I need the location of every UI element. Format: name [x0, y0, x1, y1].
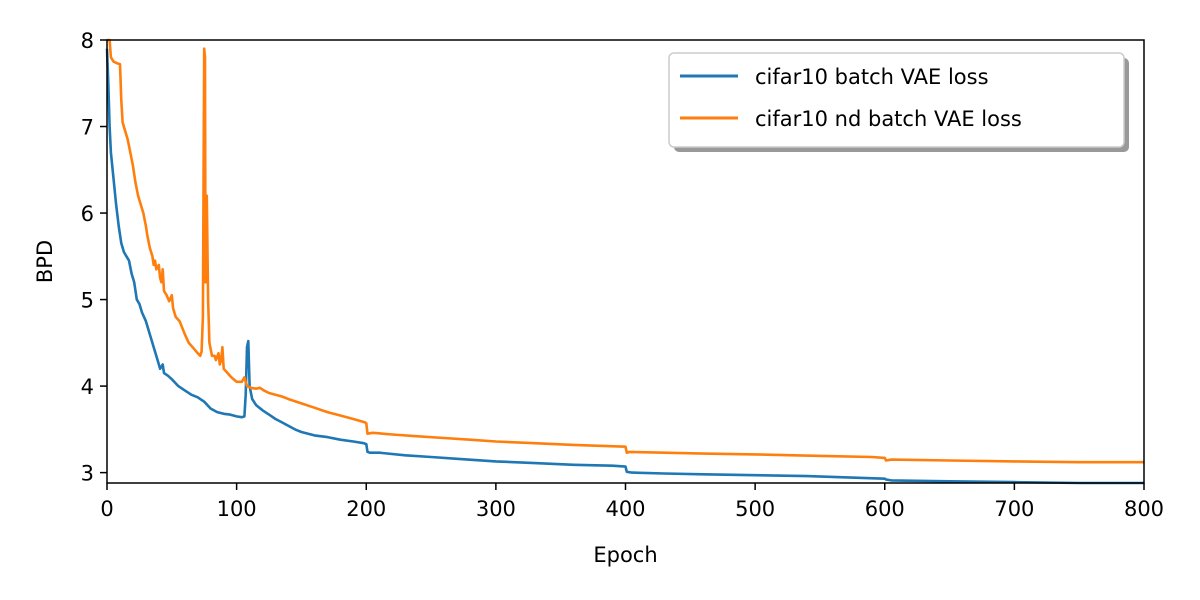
- y-tick-label: 5: [81, 289, 94, 313]
- x-tick-label: 400: [605, 497, 645, 521]
- y-axis-ticks: 3 4 5 6 7 8: [81, 29, 107, 486]
- x-tick-label: 200: [346, 497, 386, 521]
- x-axis-label: Epoch: [593, 543, 657, 567]
- x-axis-ticks: 0 100 200 300 400 500 600 700 800: [100, 483, 1164, 521]
- legend-label-series-1: cifar10 batch VAE loss: [755, 65, 989, 89]
- x-tick-label: 800: [1124, 497, 1164, 521]
- legend-label-series-2: cifar10 nd batch VAE loss: [755, 107, 1022, 131]
- x-tick-label: 0: [100, 497, 113, 521]
- legend: cifar10 batch VAE loss cifar10 nd batch …: [668, 52, 1129, 152]
- legend-box: [668, 52, 1125, 148]
- y-tick-label: 7: [81, 116, 94, 140]
- x-tick-label: 300: [476, 497, 516, 521]
- series-line-2: [107, 38, 1144, 464]
- y-tick-label: 6: [81, 202, 94, 226]
- x-tick-label: 600: [865, 497, 905, 521]
- x-tick-label: 700: [994, 497, 1034, 521]
- series-lines: [105, 38, 1144, 485]
- y-tick-label: 3: [81, 462, 94, 486]
- y-tick-label: 8: [81, 29, 94, 53]
- y-axis-label: BPD: [33, 240, 57, 283]
- x-tick-label: 500: [735, 497, 775, 521]
- y-tick-label: 4: [81, 375, 94, 399]
- x-tick-label: 100: [217, 497, 257, 521]
